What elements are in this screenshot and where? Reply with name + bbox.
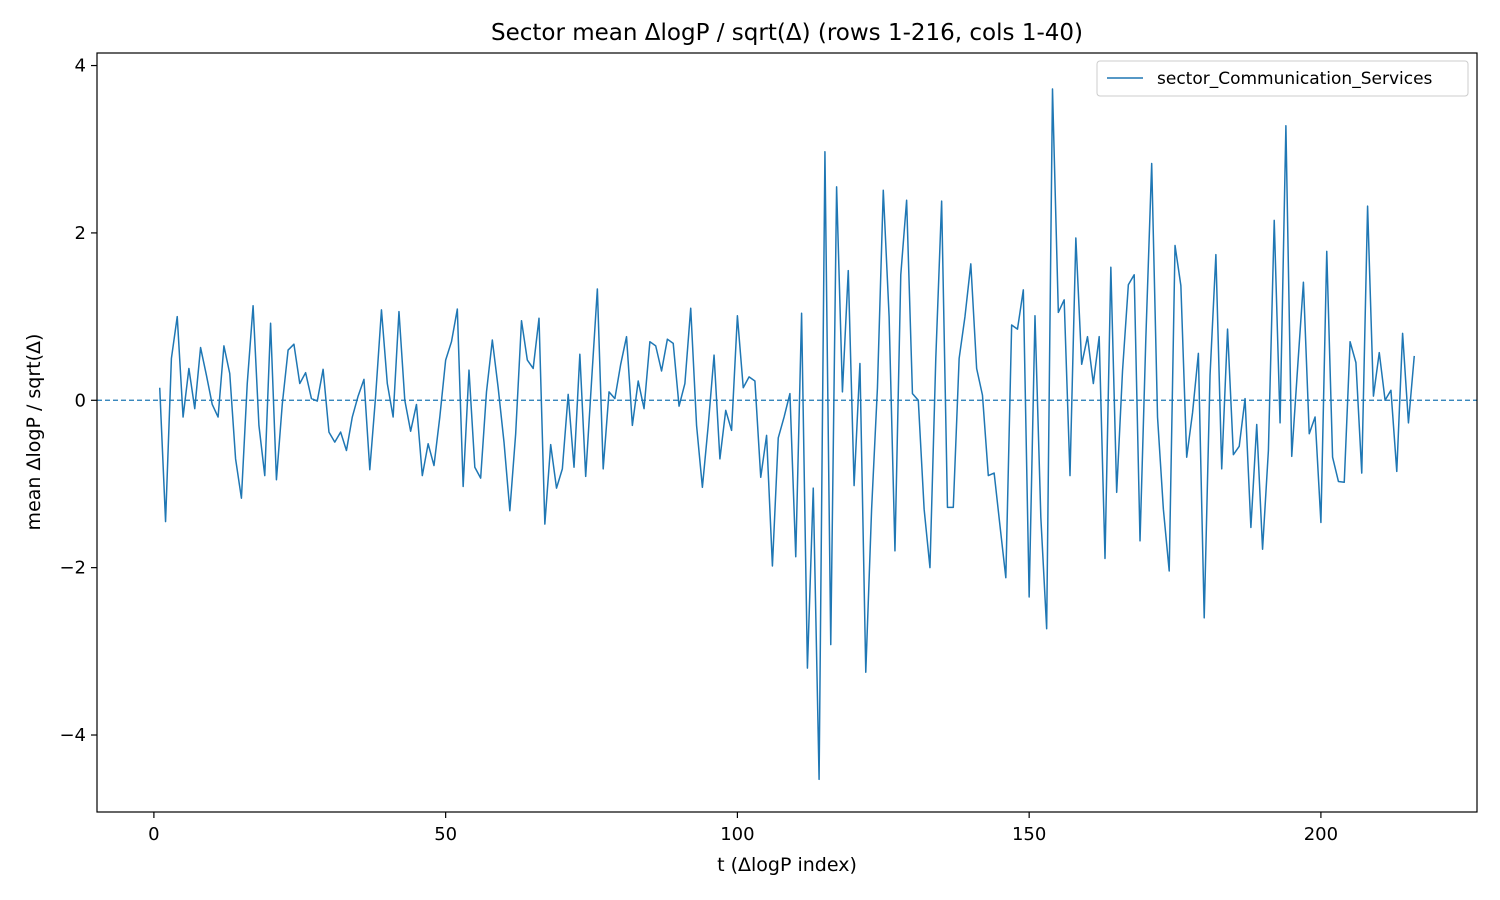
legend: sector_Communication_Services bbox=[1096, 60, 1469, 97]
x-tick-label: 150 bbox=[1012, 824, 1046, 845]
axis-ticks: 0 50 100 150 200 −4 −2 0 2 4 bbox=[59, 56, 1338, 845]
x-tick-label: 100 bbox=[720, 824, 754, 845]
legend-box bbox=[1096, 60, 1469, 97]
y-tick-label: 4 bbox=[75, 56, 86, 77]
x-tick-label: 0 bbox=[148, 824, 159, 845]
legend-label: sector_Communication_Services bbox=[1157, 69, 1433, 89]
x-tick-label: 200 bbox=[1304, 824, 1338, 845]
y-axis-label: mean ΔlogP / sqrt(Δ) bbox=[23, 334, 45, 531]
series-line-0 bbox=[158, 88, 1416, 781]
y-tick-label: 2 bbox=[75, 223, 86, 244]
y-tick-label: 0 bbox=[75, 390, 86, 411]
x-tick-label: 50 bbox=[434, 824, 457, 845]
plot-frame bbox=[96, 52, 1478, 813]
x-axis-label: t (ΔlogP index) bbox=[717, 854, 857, 876]
y-tick-label: −2 bbox=[59, 558, 86, 579]
plot-area bbox=[97, 88, 1477, 781]
chart-title: Sector mean ΔlogP / sqrt(Δ) (rows 1-216,… bbox=[491, 20, 1083, 46]
y-tick-label: −4 bbox=[59, 725, 86, 746]
